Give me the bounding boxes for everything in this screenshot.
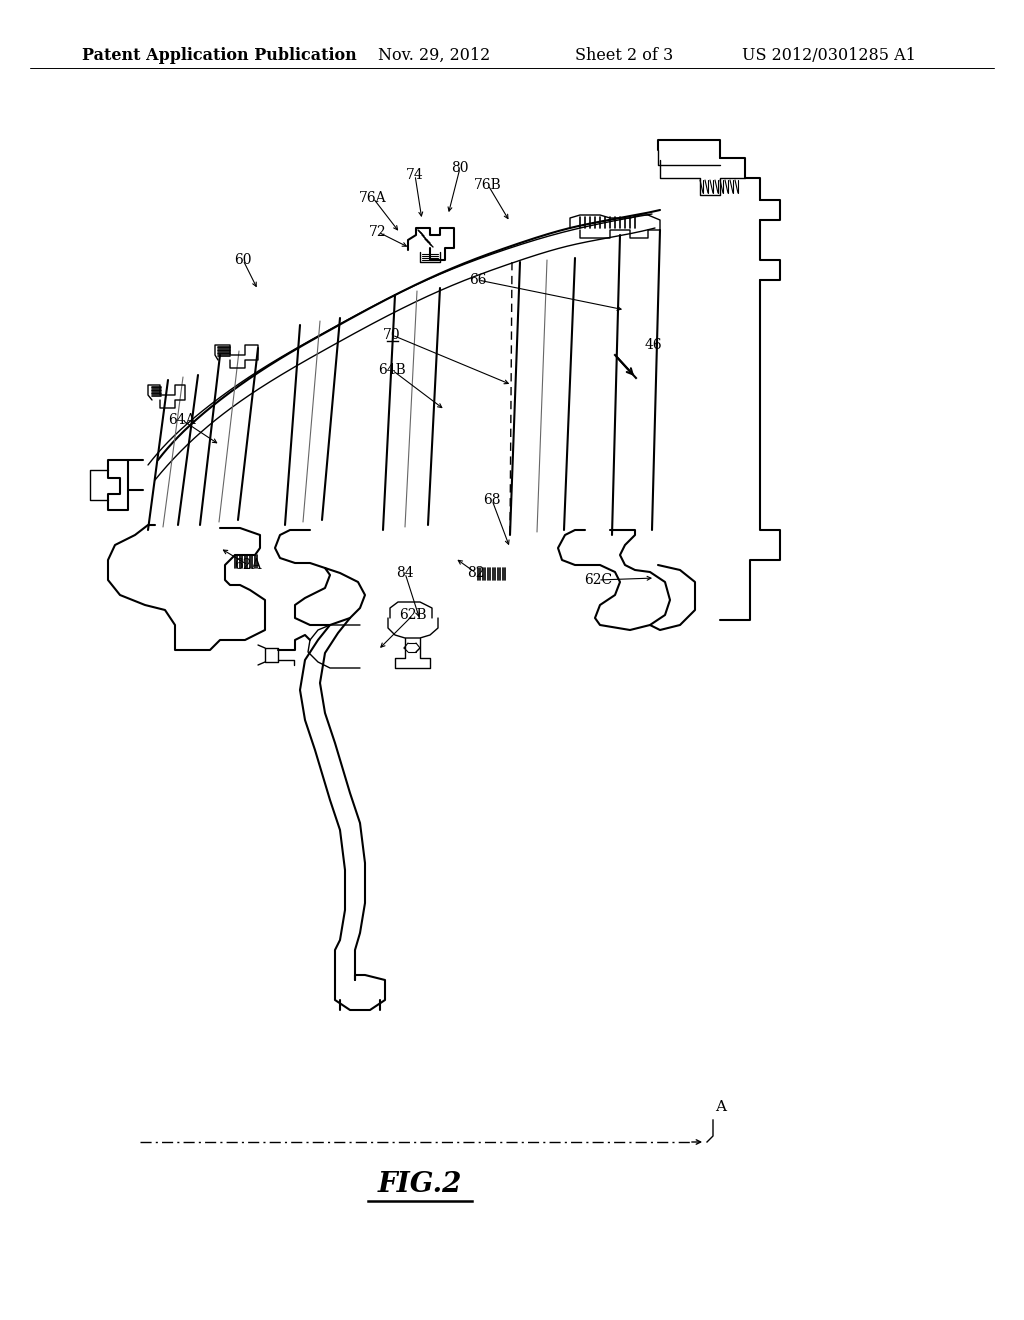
Text: A: A: [715, 1100, 726, 1114]
Text: Nov. 29, 2012: Nov. 29, 2012: [378, 46, 490, 63]
Text: 74: 74: [407, 168, 424, 182]
Text: 62C: 62C: [584, 573, 612, 587]
Text: Sheet 2 of 3: Sheet 2 of 3: [575, 46, 673, 63]
Text: 70: 70: [383, 327, 400, 342]
Text: FIG.2: FIG.2: [378, 1172, 462, 1199]
Text: 64A: 64A: [168, 413, 196, 426]
Text: 64B: 64B: [378, 363, 406, 378]
Text: 76A: 76A: [359, 191, 387, 205]
Text: 60: 60: [234, 253, 252, 267]
Text: 68: 68: [483, 492, 501, 507]
Text: 72: 72: [370, 224, 387, 239]
Text: 62B: 62B: [399, 609, 427, 622]
Text: 66: 66: [469, 273, 486, 286]
Text: 84: 84: [396, 566, 414, 579]
Text: 80: 80: [452, 161, 469, 176]
Text: 62A: 62A: [234, 558, 262, 572]
Text: Patent Application Publication: Patent Application Publication: [82, 46, 356, 63]
Text: US 2012/0301285 A1: US 2012/0301285 A1: [742, 46, 915, 63]
Text: 82: 82: [467, 566, 484, 579]
Text: 76B: 76B: [474, 178, 502, 191]
Text: 46: 46: [645, 338, 663, 352]
